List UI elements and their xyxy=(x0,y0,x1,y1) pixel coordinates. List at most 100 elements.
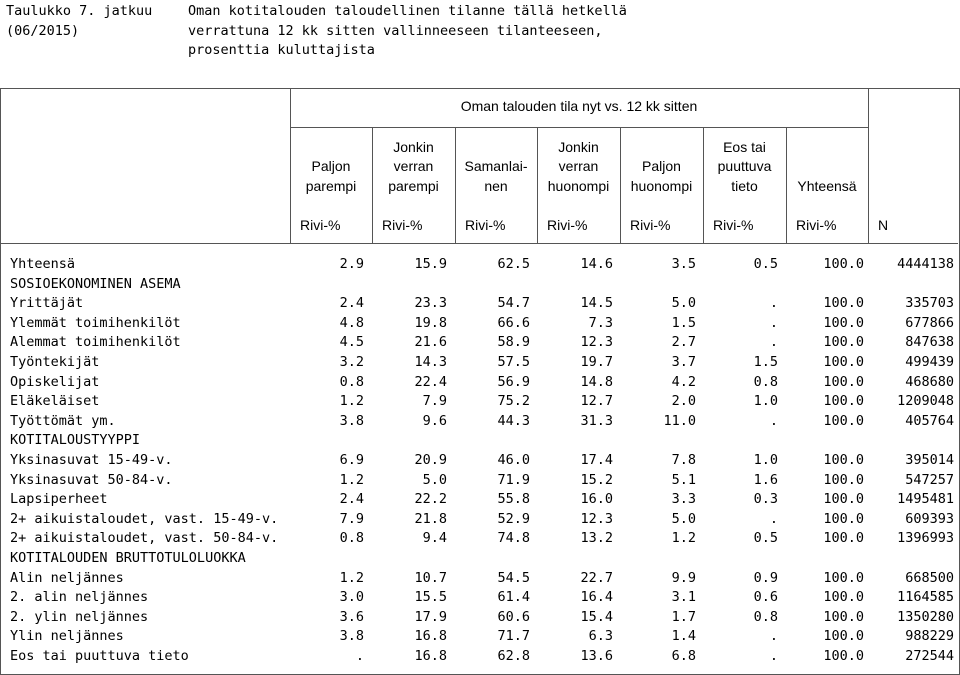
table-cell: 7.3 xyxy=(588,314,613,331)
table-cell: 4.2 xyxy=(671,373,696,390)
table-cell: 74.8 xyxy=(497,530,530,547)
table-cell: 0.6 xyxy=(753,589,778,606)
table-row: Opiskelijat 0.8 22.4 56.9 14.8 4.2 0.8 100.0 468… xyxy=(0,373,960,393)
table-cell: 12.3 xyxy=(580,334,613,351)
section-label: KOTITALOUDEN BRUTTOTULOLUOKKA xyxy=(10,550,246,566)
table-row: 2+ aikuistaloudet, vast. 50-84-v. 0.8 9.4 7… xyxy=(0,529,960,549)
table-cell: 100.0 xyxy=(823,295,864,312)
table-row: Lapsiperheet 2.4 22.2 55.8 16.0 3.3 0.3 100.0 14… xyxy=(0,490,960,510)
group-divider xyxy=(290,127,868,128)
table-row: Alemmat toimihenkilöt 4.5 21.6 58.9 12.3 2.7.… xyxy=(0,333,960,353)
table-cell: 55.8 xyxy=(497,491,530,508)
table-cell: 2.7 xyxy=(671,334,696,351)
table-cell: 71.9 xyxy=(497,471,530,488)
table-cell: . xyxy=(769,628,778,645)
table-cell: 4.8 xyxy=(339,314,364,331)
table-cell: 1209048 xyxy=(897,393,954,410)
table-cell: 1.4 xyxy=(671,628,696,645)
row-label: Ylemmät toimihenkilöt xyxy=(10,314,181,331)
table-cell: 468680 xyxy=(905,373,954,390)
table-cell: 1.0 xyxy=(753,452,778,468)
table-row: 2+ aikuistaloudet, vast. 15-49-v. 7.9 21.8… xyxy=(0,510,960,530)
table-row: Yrittäjät 2.4 23.3 54.7 14.5 5.0. 100.0 335703 xyxy=(0,294,960,314)
table-cell: 14.5 xyxy=(580,295,613,312)
table-cell: 100.0 xyxy=(823,393,864,410)
section-label: SOSIOEKONOMINEN ASEMA xyxy=(10,275,181,292)
table-cell: 16.0 xyxy=(580,491,613,508)
column-header: Samanlai- nen xyxy=(464,158,528,194)
table-cell: 1396993 xyxy=(897,530,954,547)
column-header: Jonkin verran huonompi xyxy=(547,138,610,194)
table-cell: 1.5 xyxy=(753,354,778,370)
table-cell: 17.4 xyxy=(580,452,613,468)
column-divider xyxy=(455,127,456,243)
column-unit: Rivi-% xyxy=(713,217,754,233)
table-cell: 0.8 xyxy=(339,373,364,390)
row-label: Yrittäjät xyxy=(10,295,84,312)
table-cell: 100.0 xyxy=(823,314,864,331)
table-cell: 12.7 xyxy=(580,393,613,410)
column-header: Eos tai puuttuva tieto xyxy=(717,138,772,194)
table-row: Alin neljännes 1.2 10.7 54.5 22.7 9.9 0.9 100.0… xyxy=(0,569,960,589)
table-cell: 1.6 xyxy=(753,471,778,488)
table-cell: 16.8 xyxy=(414,628,447,645)
table-cell: 100.0 xyxy=(823,256,864,272)
table-cell: 1.2 xyxy=(339,569,364,586)
table-cell: 1164585 xyxy=(897,589,954,606)
row-label: 2. ylin neljännes xyxy=(10,608,149,625)
table-cell: 3.7 xyxy=(671,354,696,370)
row-label: Eos tai puuttuva tieto xyxy=(10,648,189,664)
table-cell: 19.8 xyxy=(414,314,447,331)
table-cell: 395014 xyxy=(905,452,954,468)
table-cell: 499439 xyxy=(905,354,954,370)
table-row: Ylemmät toimihenkilöt 4.8 19.8 66.6 7.3 1.5. 1… xyxy=(0,314,960,334)
table-cell: 54.5 xyxy=(497,569,530,586)
table-cell: 6.8 xyxy=(671,648,696,664)
table-cell: 12.3 xyxy=(580,510,613,527)
table-cell: 335703 xyxy=(905,295,954,312)
table-cell: 100.0 xyxy=(823,628,864,645)
table-cell: 13.2 xyxy=(580,530,613,547)
table-cell: 44.3 xyxy=(497,412,530,429)
row-label: Työttömät ym. xyxy=(10,412,116,429)
table-cell: 3.3 xyxy=(671,491,696,508)
table-cell: 6.9 xyxy=(339,452,364,468)
table-cell: 61.4 xyxy=(497,589,530,606)
row-label: Yksinasuvat 15-49-v. xyxy=(10,452,173,468)
table-cell: . xyxy=(769,412,778,429)
table-cell: . xyxy=(769,295,778,312)
column-header: Jonkin verran parempi xyxy=(388,138,439,194)
table-cell: 60.6 xyxy=(497,608,530,625)
table-cell: 10.7 xyxy=(414,569,447,586)
table-cell: 13.6 xyxy=(580,648,613,664)
table-cell: 52.9 xyxy=(497,510,530,527)
table-cell: 15.2 xyxy=(580,471,613,488)
row-label: Alemmat toimihenkilöt xyxy=(10,334,181,351)
table-cell: . xyxy=(769,510,778,527)
table-cell: 15.5 xyxy=(414,589,447,606)
table-cell: 0.5 xyxy=(753,530,778,547)
table-cell: 100.0 xyxy=(823,510,864,527)
table-cell: 4.5 xyxy=(339,334,364,351)
column-divider xyxy=(620,127,621,243)
table-cell: . xyxy=(769,334,778,351)
table-cell: 272544 xyxy=(905,648,954,664)
table-cell: 547257 xyxy=(905,471,954,488)
table-row: Eos tai puuttuva tieto. 16.8 62.8 13.6 6.8. 1… xyxy=(0,647,960,667)
column-divider xyxy=(703,127,704,243)
table-cell: 56.9 xyxy=(497,373,530,390)
table-cell: 3.5 xyxy=(671,256,696,272)
table-cell: 3.6 xyxy=(339,608,364,625)
column-header: Paljon parempi xyxy=(305,158,357,194)
column-divider xyxy=(372,127,373,243)
table-cell: 22.7 xyxy=(580,569,613,586)
table-cell: 3.1 xyxy=(671,589,696,606)
table-reference: Taulukko 7. jatkuu (06/2015) xyxy=(6,3,153,39)
table-cell: 1.5 xyxy=(671,314,696,331)
group-header: Oman talouden tila nyt vs. 12 kk sitten xyxy=(460,98,698,114)
table-cell: 22.2 xyxy=(414,491,447,508)
table-cell: 9.6 xyxy=(422,412,447,429)
column-unit: Rivi-% xyxy=(547,217,588,233)
table-row: 2. alin neljännes 3.0 15.5 61.4 16.4 3.1 0.6 10… xyxy=(0,588,960,608)
section-header-row: SOSIOEKONOMINEN ASEMA xyxy=(0,275,960,295)
